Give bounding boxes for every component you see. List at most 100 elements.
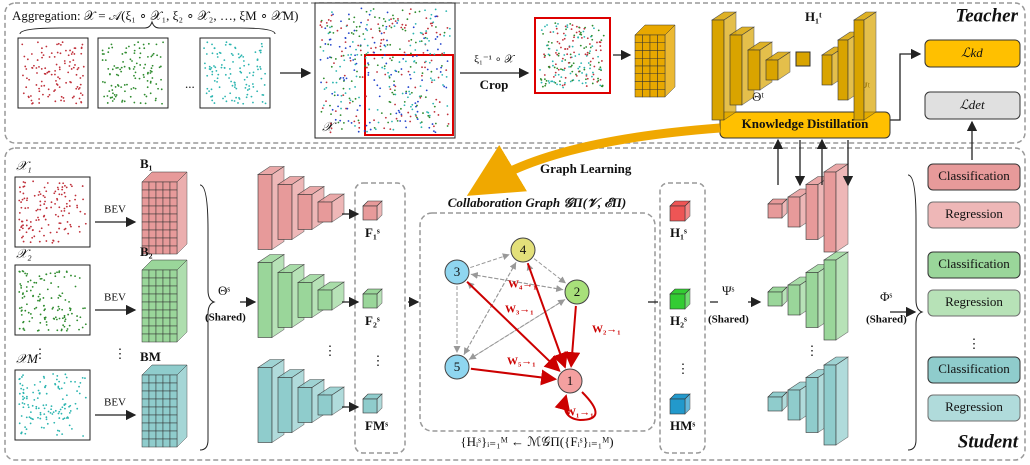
tensor-cell <box>657 73 666 82</box>
point <box>26 387 29 389</box>
point <box>330 56 333 59</box>
tensor-cell <box>169 398 178 408</box>
point <box>339 119 342 122</box>
point <box>429 77 432 80</box>
point <box>549 31 552 34</box>
point <box>68 212 70 215</box>
point <box>539 68 541 71</box>
point <box>397 19 400 22</box>
point <box>425 17 428 20</box>
layer <box>795 51 811 67</box>
point <box>29 95 32 97</box>
point <box>439 33 442 36</box>
cropped-cloud <box>534 17 611 94</box>
point <box>401 28 404 31</box>
point <box>407 70 410 73</box>
point <box>351 41 354 43</box>
point <box>116 66 119 69</box>
point <box>439 43 442 45</box>
tensor-cell <box>155 325 164 335</box>
point <box>545 79 548 82</box>
point <box>69 49 71 52</box>
point <box>27 403 29 406</box>
point <box>65 376 68 379</box>
point <box>560 76 563 79</box>
point <box>259 65 262 68</box>
tensor-cell <box>148 325 157 335</box>
point <box>210 88 213 91</box>
classification-label: Classification <box>938 168 1010 183</box>
point <box>323 88 326 91</box>
point <box>443 31 446 34</box>
tensor-cell <box>657 34 666 43</box>
encoder-note: (Shared) <box>205 312 246 324</box>
point <box>133 101 136 104</box>
point <box>427 114 430 117</box>
point <box>231 99 233 102</box>
point <box>569 80 572 83</box>
point <box>414 86 417 89</box>
tensor-cell <box>169 325 178 335</box>
point <box>58 380 61 383</box>
point <box>18 377 21 380</box>
point <box>555 27 558 30</box>
point <box>391 120 393 123</box>
point <box>58 222 61 225</box>
point <box>205 53 208 55</box>
point <box>66 221 69 223</box>
point <box>367 19 369 21</box>
point <box>39 204 42 207</box>
point <box>64 373 67 376</box>
point <box>48 56 51 58</box>
point <box>445 75 448 78</box>
point <box>74 275 76 277</box>
point <box>69 61 71 63</box>
tensor-cell <box>634 42 643 51</box>
point <box>42 194 45 197</box>
point <box>54 316 57 319</box>
bev-label: BEV <box>104 204 126 216</box>
point <box>23 185 26 188</box>
point <box>586 37 589 40</box>
point <box>129 95 132 98</box>
point <box>348 87 351 90</box>
point <box>553 81 556 83</box>
point <box>359 49 362 52</box>
point <box>57 188 60 191</box>
point <box>58 294 61 297</box>
point <box>21 395 24 398</box>
point <box>134 71 137 74</box>
point <box>139 64 142 66</box>
point <box>111 100 114 102</box>
tensor-cell <box>141 301 150 311</box>
layer <box>277 272 293 328</box>
point <box>39 298 42 301</box>
point <box>33 383 36 386</box>
point <box>72 66 75 69</box>
point <box>589 50 591 53</box>
point <box>336 94 339 97</box>
point <box>29 225 32 228</box>
tensor-cell <box>141 213 150 223</box>
point <box>52 239 54 242</box>
point <box>213 79 216 82</box>
point <box>437 114 440 116</box>
point <box>394 103 396 106</box>
point <box>33 64 35 67</box>
kd-label: Knowledge Distillation <box>742 116 870 131</box>
point <box>355 26 358 28</box>
point <box>558 42 561 45</box>
point <box>104 59 107 62</box>
point <box>557 54 560 57</box>
point <box>26 273 29 275</box>
node-label: 4 <box>520 242 527 257</box>
point <box>583 27 586 30</box>
tensor-cell <box>649 58 658 67</box>
point <box>579 31 582 34</box>
point <box>147 71 149 74</box>
point <box>569 22 572 25</box>
point <box>68 205 71 207</box>
point <box>382 38 385 41</box>
point <box>561 57 564 60</box>
point <box>354 97 357 100</box>
